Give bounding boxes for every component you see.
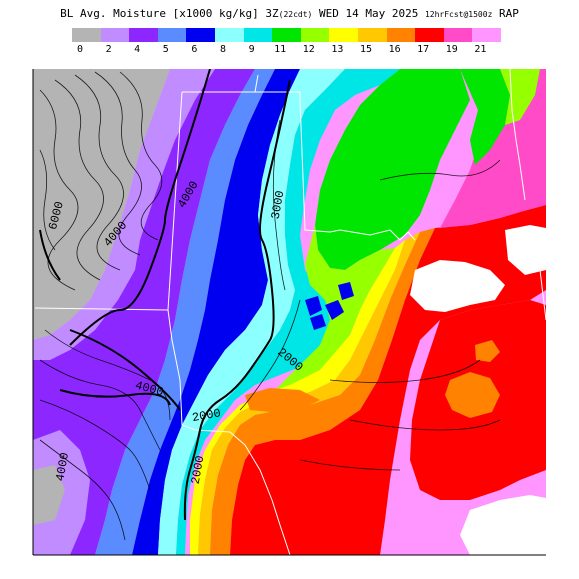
map-frame	[32, 69, 546, 556]
legend-tick-label: 15	[359, 44, 373, 55]
legend-swatch	[100, 28, 130, 42]
legend-swatch	[129, 28, 159, 42]
legend-tick-label: 4	[134, 44, 141, 55]
title-valid-tag: (22cdt)	[278, 10, 313, 19]
legend-tick-label: 16	[388, 44, 401, 55]
legend-swatch	[72, 28, 101, 42]
title-main: BL Avg. Moisture [x1000 kg/kg] 3Z	[60, 7, 279, 20]
legend-tick-label: 6	[191, 44, 198, 55]
contour-label: 2000	[189, 455, 208, 486]
legend-tick-label: 21	[474, 44, 487, 55]
legend-tick-label: 17	[417, 44, 430, 55]
legend-swatch	[415, 28, 445, 42]
title-forecast: 12hrFcst@1500z	[424, 10, 493, 19]
title-date: WED 14 May 2025	[318, 7, 419, 20]
legend-tick-label: 0	[76, 44, 84, 55]
legend-tick-label: 5	[162, 44, 169, 55]
contour-label: 3000	[269, 190, 288, 221]
chart-title: BL Avg. Moisture [x1000 kg/kg] 3Z(22cdt)…	[0, 7, 579, 20]
legend-tick-label: 11	[274, 44, 287, 55]
state-boundaries	[34, 69, 546, 555]
legend-swatch	[443, 28, 473, 42]
legend-swatch	[472, 28, 502, 42]
legend-swatch	[300, 28, 330, 42]
map-fill	[33, 69, 546, 555]
legend-tick-label: 9	[248, 44, 255, 55]
legend-swatch	[329, 28, 359, 42]
terrain-contours	[39, 71, 501, 541]
legend-swatch	[157, 28, 187, 42]
legend-tick-label: 8	[219, 44, 227, 55]
legend-swatch	[215, 28, 244, 42]
legend-swatch	[358, 28, 387, 42]
legend-swatch	[243, 28, 273, 42]
title-model: RAP	[499, 7, 519, 20]
contour-label: 2000	[191, 406, 222, 425]
contour-label: 4000	[53, 451, 72, 482]
legend-swatch	[386, 28, 416, 42]
legend-swatch	[186, 28, 216, 42]
legend-tick-label: 2	[105, 44, 112, 55]
legend-tick-label: 12	[302, 44, 315, 55]
legend-swatch	[272, 28, 302, 42]
legend-tick-label: 19	[445, 44, 458, 55]
thick-contours	[39, 69, 291, 521]
legend-tick-label: 13	[331, 44, 344, 55]
